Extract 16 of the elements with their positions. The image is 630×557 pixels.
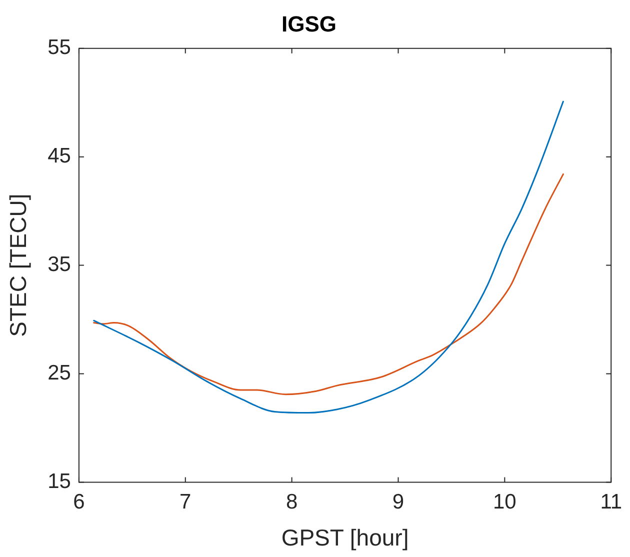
line-series: [93, 100, 564, 414]
y-tick-label: 15: [48, 470, 71, 493]
x-tick-label: 8: [286, 490, 298, 514]
x-tick-label: 6: [73, 490, 85, 514]
y-tick-label: 25: [48, 362, 71, 385]
chart-title: IGSG: [281, 11, 337, 36]
y-tick-label: 35: [48, 253, 71, 276]
x-tick-label: 11: [600, 490, 622, 514]
y-axis-title: STEC [TECU]: [5, 194, 32, 337]
x-tick-label: 7: [180, 490, 192, 514]
x-tick-label: 10: [492, 490, 516, 514]
y-tick-label: 55: [48, 36, 71, 60]
x-axis-title: GPST [hour]: [281, 524, 409, 551]
x-tick-label: 9: [392, 490, 404, 514]
y-tick-label: 45: [48, 144, 71, 168]
line-series: [93, 173, 564, 396]
